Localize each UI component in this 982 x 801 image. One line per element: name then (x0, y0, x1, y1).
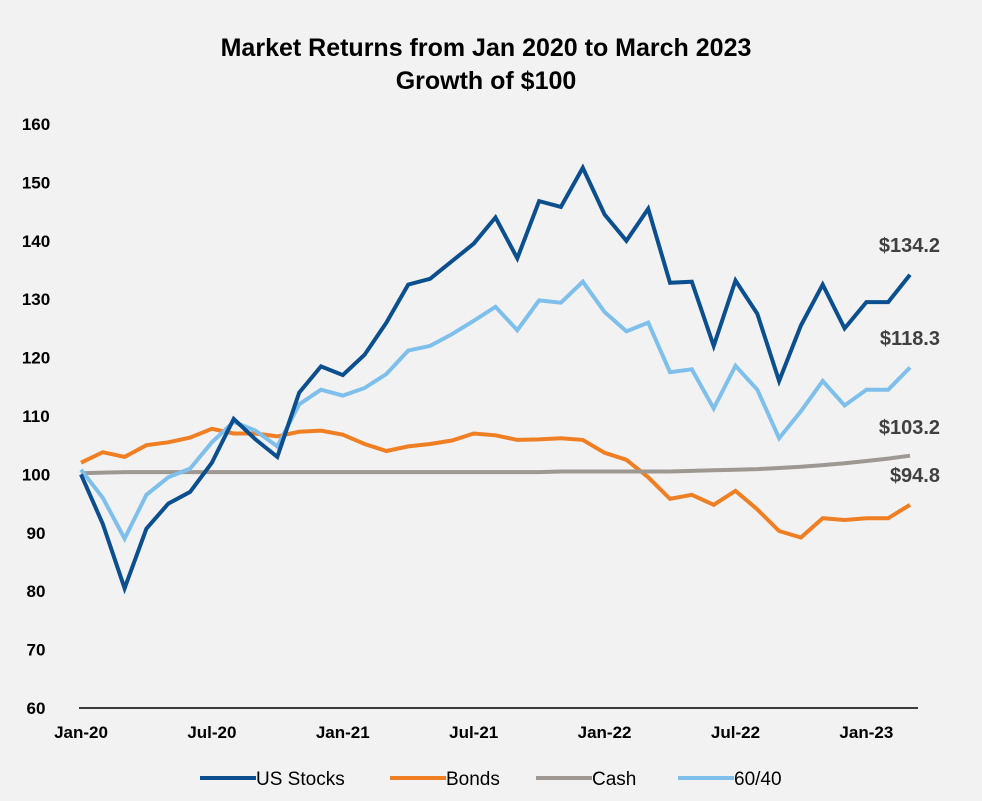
x-tick-label: Jan-20 (54, 723, 108, 742)
y-tick-label: 100 (22, 465, 50, 484)
y-axis: 60 70 80 90 100 110 120 130 140 150 160 (22, 115, 50, 718)
end-label-us-stocks: $134.2 (879, 235, 940, 257)
end-labels: $134.2 $94.8 $103.2 $118.3 (879, 235, 940, 487)
x-tick-label: Jul-22 (711, 723, 760, 742)
y-tick-label: 150 (22, 173, 50, 192)
y-tick-label: 80 (27, 582, 46, 601)
legend-item-cash: Cash (536, 769, 636, 790)
end-label-bonds: $94.8 (890, 465, 940, 487)
y-tick-label: 140 (22, 232, 50, 251)
legend-label: 60/40 (734, 769, 782, 790)
y-tick-label: 70 (27, 641, 46, 660)
legend-item-bonds: Bonds (390, 769, 500, 790)
chart-title: Market Returns from Jan 2020 to March 20… (221, 34, 752, 62)
end-label-60-40: $118.3 (880, 328, 940, 350)
y-tick-label: 90 (27, 524, 46, 543)
y-tick-label: 110 (22, 407, 49, 426)
legend-label: US Stocks (256, 769, 345, 790)
legend: US Stocks Bonds Cash 60/40 (200, 769, 782, 790)
y-tick-label: 120 (22, 349, 50, 368)
series-line-bonds (80, 426, 912, 540)
series-line-us-stocks (79, 163, 912, 595)
chart-subtitle: Growth of $100 (396, 67, 577, 95)
x-tick-label: Jan-21 (316, 723, 370, 742)
y-tick-label: 130 (22, 290, 50, 309)
y-tick-label: 60 (27, 699, 46, 718)
end-label-cash: $103.2 (879, 417, 940, 439)
series-lines (79, 163, 912, 595)
legend-item-60-40: 60/40 (678, 769, 782, 790)
x-tick-label: Jul-20 (187, 723, 236, 742)
series-line-cash (80, 453, 911, 476)
x-tick-label: Jan-23 (839, 723, 893, 742)
legend-item-us-stocks: US Stocks (200, 769, 345, 790)
y-tick-label: 160 (22, 115, 50, 134)
x-tick-label: Jul-21 (449, 723, 498, 742)
legend-label: Bonds (446, 769, 500, 790)
legend-label: Cash (592, 769, 636, 790)
series-line-60-40 (79, 278, 912, 543)
x-axis: Jan-20 Jul-20 Jan-21 Jul-21 Jan-22 Jul-22 Jan-… (54, 723, 893, 742)
x-tick-label: Jan-22 (578, 723, 632, 742)
